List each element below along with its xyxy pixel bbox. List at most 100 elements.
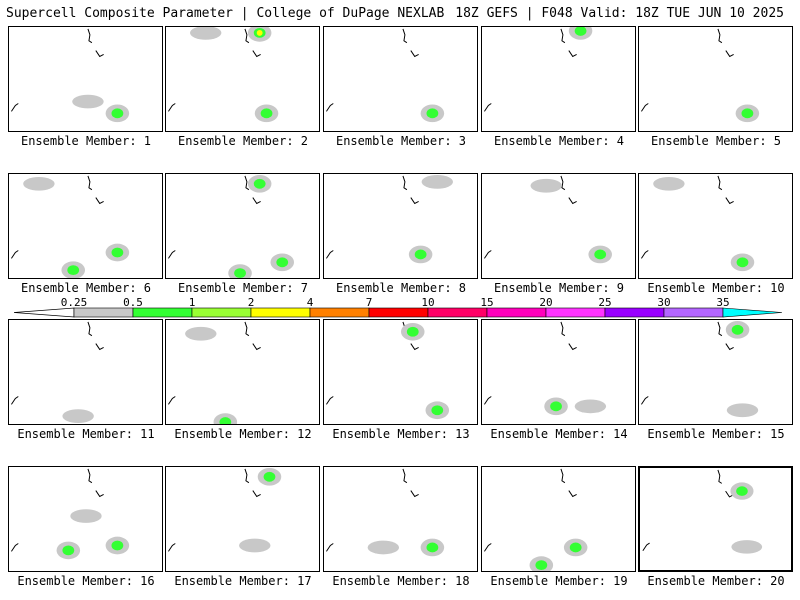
scp-contour-mid (253, 178, 266, 189)
panel-map (642, 469, 763, 554)
coastline (168, 175, 261, 259)
ensemble-panel-20 (638, 466, 793, 572)
ensemble-panel-5 (638, 26, 793, 132)
scp-contour-mid (62, 545, 75, 556)
panel-map (168, 321, 261, 424)
panel-map (484, 175, 612, 264)
coastline (168, 28, 261, 112)
panel-label: Ensemble Member: 8 (335, 281, 467, 295)
colorbar-tick-label: 0.5 (123, 296, 143, 309)
coastline (326, 468, 419, 552)
scp-contour-low (185, 326, 217, 341)
ensemble-panel-16 (8, 466, 163, 572)
ensemble-panel-3 (323, 26, 478, 132)
ensemble-panel-9 (481, 173, 636, 279)
panel-map (484, 321, 607, 416)
scp-contour-mid (414, 249, 427, 260)
colorbar-segment (191, 307, 252, 318)
colorbar-tick-label: 4 (307, 296, 314, 309)
panel-map (168, 467, 282, 553)
ensemble-panel-19 (481, 466, 636, 572)
scp-contour-mid (111, 540, 124, 551)
colorbar-segment (604, 307, 665, 318)
ensemble-panel-8 (323, 173, 478, 279)
scp-contour-low (239, 538, 271, 553)
coastline (484, 175, 577, 259)
colorbar-tick-label: 30 (657, 296, 670, 309)
coastline (168, 321, 261, 405)
scp-contour-low (731, 540, 763, 554)
coastline (11, 28, 104, 112)
ensemble-panel-14 (481, 319, 636, 425)
scp-contour-mid (426, 542, 439, 553)
panel-map (641, 175, 755, 272)
scp-contour-mid (736, 486, 748, 496)
ensemble-panel-13 (323, 319, 478, 425)
scp-contour-low (72, 94, 104, 109)
panel-label: Ensemble Member: 15 (647, 427, 785, 441)
scp-contour-mid (574, 27, 587, 36)
panel-label: Ensemble Member: 12 (174, 427, 312, 441)
coastline (641, 175, 734, 259)
scp-contour-mid (263, 471, 276, 482)
coastline (484, 28, 577, 112)
panel-map (326, 174, 453, 264)
panel-label: Ensemble Member: 7 (177, 281, 309, 295)
coastline (641, 28, 734, 112)
coastline (484, 468, 577, 552)
scp-contour-high (256, 29, 263, 36)
scp-contour-mid (550, 401, 562, 412)
panel-label: Ensemble Member: 13 (332, 427, 470, 441)
scp-contour-mid (67, 265, 80, 276)
panel-label: Ensemble Member: 6 (20, 281, 152, 295)
scp-contour-mid (731, 324, 744, 335)
colorbar-tick-label: 2 (248, 296, 255, 309)
scp-contour-mid (535, 560, 548, 571)
coastline (11, 175, 104, 259)
panel-map (326, 28, 445, 123)
panel-label: Ensemble Member: 16 (17, 574, 155, 588)
panel-map (11, 28, 130, 123)
ensemble-panel-2 (165, 26, 320, 132)
colorbar-graphic: 0.25 0.5 1 2 4 7 10 15 20 25 30 35 (14, 296, 783, 318)
panel-label: Ensemble Member: 1 (20, 134, 152, 148)
scp-contour-mid (111, 108, 124, 119)
colorbar-segment (309, 307, 370, 318)
panel-label: Ensemble Member: 3 (335, 134, 467, 148)
scp-contour-mid (431, 405, 444, 416)
colorbar-segment (545, 307, 606, 318)
scp-contour-mid (219, 417, 232, 424)
scp-contour-mid (260, 108, 273, 119)
colorbar-segment (486, 307, 547, 318)
coastline (11, 321, 104, 405)
scp-contour-low (62, 409, 94, 424)
ensemble-panel-11 (8, 319, 163, 425)
panel-label: Ensemble Member: 4 (493, 134, 625, 148)
scp-contour-mid (594, 249, 607, 260)
scp-contour-mid (406, 326, 419, 337)
panel-label: Ensemble Member: 11 (17, 427, 155, 441)
ensemble-panel-6 (8, 173, 163, 279)
scp-contour-mid (741, 108, 754, 119)
scp-contour-low (530, 178, 562, 193)
ensemble-panel-10 (638, 173, 793, 279)
ensemble-panel-18 (323, 466, 478, 572)
colorbar-tick-label: 0.25 (61, 296, 88, 309)
scp-contour-mid (736, 257, 749, 268)
scp-contour-low (421, 174, 453, 189)
panel-map (326, 321, 450, 420)
panel-label: Ensemble Member: 10 (647, 281, 785, 295)
colorbar-segment (722, 307, 783, 318)
ensemble-panel-4 (481, 26, 636, 132)
panel-map (11, 321, 104, 424)
coastline (484, 321, 577, 405)
colorbar-left-arrow (14, 307, 75, 318)
scp-contour-low (726, 403, 759, 418)
colorbar-segment (73, 307, 134, 318)
scp-contour-low (367, 540, 400, 555)
panel-label: Ensemble Member: 14 (490, 427, 628, 441)
ensemble-panel-1 (8, 26, 163, 132)
panel-map (484, 468, 588, 571)
panel-label: Ensemble Member: 2 (177, 134, 309, 148)
colorbar-tick-label: 7 (366, 296, 373, 309)
